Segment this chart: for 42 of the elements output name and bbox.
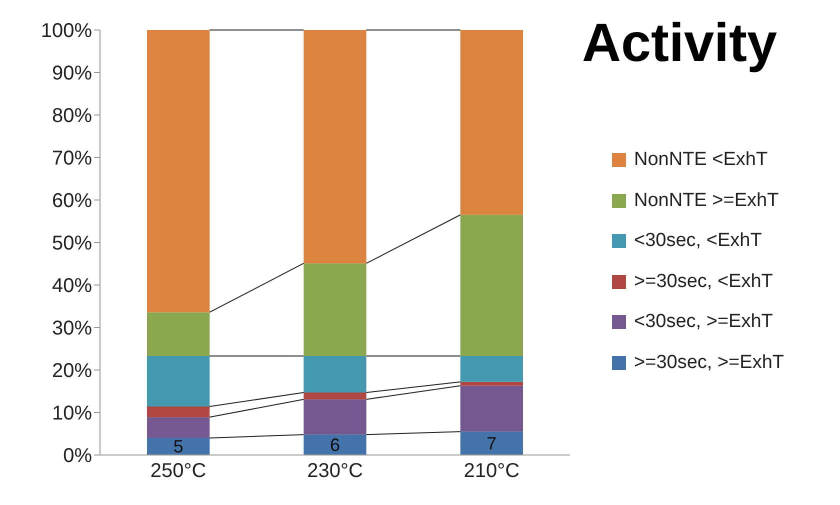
bar <box>147 30 210 312</box>
y-tick-label: 70% <box>52 148 92 170</box>
bar <box>304 392 366 400</box>
x-tick-label: 230°C <box>307 460 363 482</box>
bar <box>460 386 523 432</box>
legend-label: <30sec, >=ExhT <box>634 311 773 334</box>
bar <box>460 432 523 455</box>
y-tick-label: 90% <box>52 62 92 85</box>
legend-label: >=30sec, <ExhT <box>634 270 773 293</box>
bar <box>460 356 523 382</box>
legend-label: NonNTE >=ExhT <box>634 190 779 212</box>
y-tick-label: 10% <box>52 402 92 425</box>
y-tick-label: 0% <box>63 445 92 468</box>
bar <box>147 406 210 418</box>
y-tick-label: 80% <box>52 105 92 128</box>
bar <box>304 263 366 356</box>
y-tick-label: 50% <box>52 232 92 255</box>
legend-label: <30sec, <ExhT <box>634 230 762 252</box>
annotation: 7 <box>486 433 497 454</box>
text: Activity <box>582 12 778 74</box>
bar <box>460 30 523 215</box>
bar <box>460 382 523 386</box>
x-tick-label: 210°C <box>464 460 520 482</box>
bar <box>147 417 210 438</box>
bar <box>147 356 210 407</box>
bar <box>304 30 366 264</box>
y-tick-label: 60% <box>52 190 92 212</box>
annotation: 6 <box>330 434 340 455</box>
annotation: 5 <box>173 436 184 456</box>
bar <box>304 434 366 455</box>
bar <box>460 214 523 356</box>
legend-label: NonNTE <ExhT <box>634 149 768 172</box>
x-tick-label: 250°C <box>150 460 206 482</box>
bar <box>304 399 366 435</box>
y-tick-label: 100% <box>40 20 92 42</box>
bar <box>147 438 210 455</box>
bar <box>147 312 210 356</box>
legend-label: >=30sec, >=ExhT <box>634 352 784 374</box>
bar <box>304 356 366 393</box>
y-tick-label: 30% <box>52 318 92 340</box>
y-tick-label: 40% <box>52 275 92 298</box>
y-tick-label: 20% <box>52 360 92 382</box>
